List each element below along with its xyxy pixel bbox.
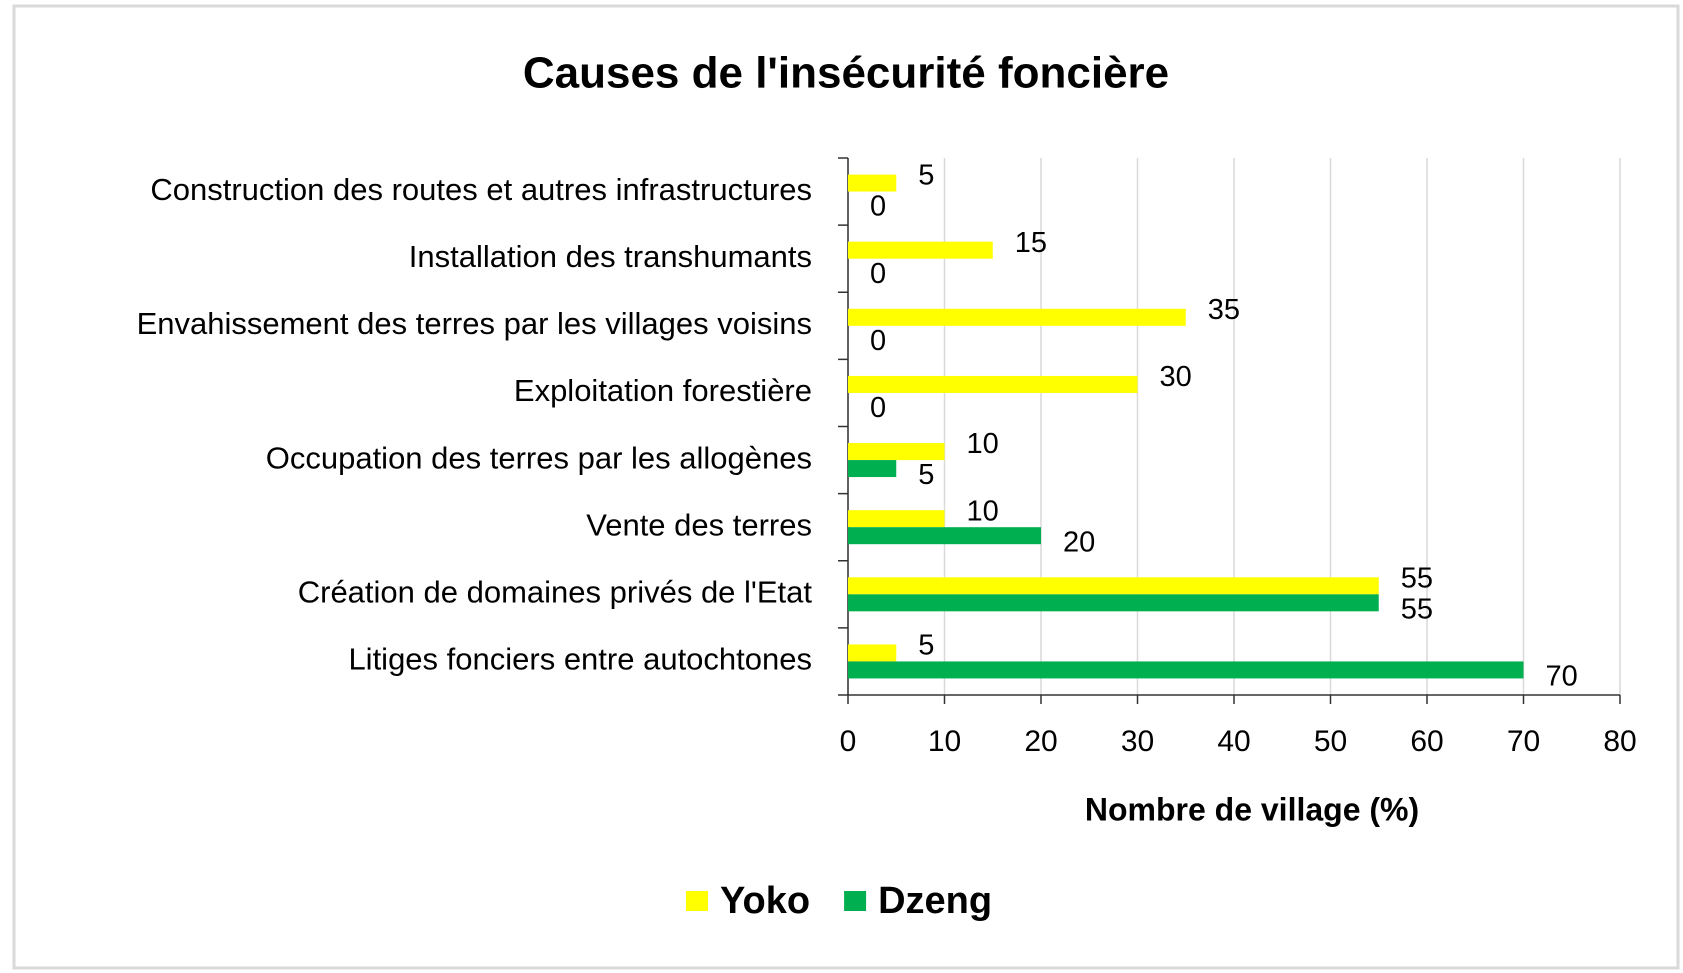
data-label: 10 [967,428,999,460]
x-tick-label: 50 [1314,725,1347,758]
bar [848,661,1524,679]
chart-border [12,4,1680,970]
x-axis-label: Nombre de village (%) [1085,791,1419,827]
bar [848,174,897,192]
data-label: 0 [870,191,886,223]
x-tick-label: 80 [1603,725,1636,758]
bar [848,241,993,259]
data-label: 0 [870,325,886,357]
x-tick-label: 60 [1410,725,1443,758]
data-label: 10 [967,495,999,527]
data-label: 5 [918,630,934,662]
legend-label: Dzeng [878,880,992,922]
data-label: 15 [1015,227,1047,259]
bar [848,510,945,528]
data-label: 55 [1401,593,1433,625]
category-label: Installation des transhumants [409,239,812,274]
x-tick-label: 30 [1121,725,1154,758]
category-label: Vente des terres [586,507,812,542]
bar [848,308,1186,326]
x-tick-label: 10 [928,725,961,758]
category-label: Litiges fonciers entre autochtones [348,642,812,677]
legend-swatch [844,891,867,911]
bar [848,375,1138,393]
chart-title: Causes de l'insécurité foncière [523,49,1169,98]
data-label: 5 [918,160,934,192]
data-label: 30 [1160,361,1192,393]
data-label: 0 [870,392,886,424]
category-label: Création de domaines privés de l'Etat [298,575,813,610]
bar [848,527,1041,545]
x-tick-label: 0 [840,725,857,758]
category-label: Construction des routes et autres infras… [150,172,812,207]
category-label: Occupation des terres par les allogènes [266,440,812,475]
legend-swatch [686,891,708,911]
data-label: 20 [1063,526,1095,558]
bar [848,577,1379,595]
data-label: 70 [1546,661,1578,693]
legend-label: Yoko [720,880,810,922]
x-tick-label: 20 [1024,725,1057,758]
bar [848,594,1379,612]
bar [848,644,897,662]
data-label: 0 [870,258,886,290]
data-label: 55 [1401,562,1433,594]
data-label: 5 [918,459,934,491]
bar [848,460,897,478]
x-tick-label: 70 [1507,725,1540,758]
x-tick-label: 40 [1217,725,1250,758]
category-label: Exploitation forestière [514,373,812,408]
category-label: Envahissement des terres par les village… [137,306,812,341]
data-label: 35 [1208,294,1240,326]
bar [848,443,945,461]
